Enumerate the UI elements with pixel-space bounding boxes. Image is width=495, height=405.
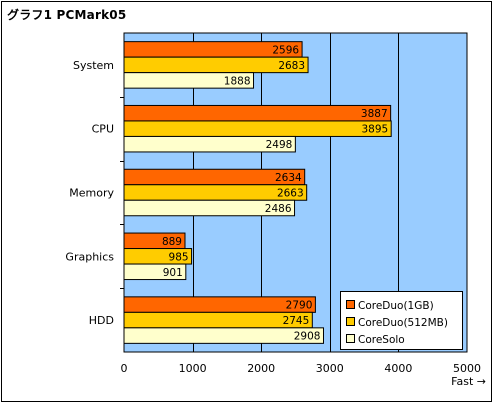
legend-label: CoreDuo(512MB) bbox=[358, 317, 448, 329]
data-label: 2790 bbox=[286, 300, 313, 312]
legend-label: CoreDuo(1GB) bbox=[358, 300, 434, 312]
bar-memory-2 bbox=[123, 199, 296, 217]
data-label: 2634 bbox=[275, 172, 302, 184]
data-label: 3895 bbox=[361, 124, 388, 136]
x-tick-label: 0 bbox=[121, 362, 128, 375]
x-tick-label: 1000 bbox=[179, 362, 207, 375]
category-label: HDD bbox=[89, 314, 114, 327]
data-label: 2908 bbox=[294, 331, 321, 343]
category-label: System bbox=[73, 59, 114, 72]
data-label: 2663 bbox=[277, 188, 304, 200]
data-label: 2498 bbox=[266, 139, 293, 151]
data-label: 2745 bbox=[283, 315, 310, 327]
legend-swatch bbox=[346, 317, 355, 326]
chart-title: グラフ1 PCMark05 bbox=[7, 8, 127, 22]
bar-cpu-1 bbox=[123, 120, 392, 137]
x-tick-label: 3000 bbox=[316, 362, 344, 375]
data-label: 2683 bbox=[278, 60, 305, 72]
data-label: 2486 bbox=[265, 203, 292, 215]
category-label: Graphics bbox=[65, 250, 114, 263]
bar-hdd-2 bbox=[123, 327, 324, 344]
x-tick-label: 4000 bbox=[384, 362, 412, 375]
data-label: 2596 bbox=[272, 44, 299, 56]
x-axis-label: Fast → bbox=[451, 375, 486, 388]
legend-box bbox=[340, 291, 463, 350]
legend-label: CoreSolo bbox=[358, 334, 405, 346]
x-tick-label: 2000 bbox=[247, 362, 275, 375]
bar-cpu-0 bbox=[123, 104, 392, 122]
legend-swatch bbox=[346, 300, 355, 309]
data-label: 985 bbox=[169, 251, 189, 263]
data-label: 901 bbox=[163, 267, 183, 279]
bar-cpu-2 bbox=[123, 135, 296, 153]
category-label: Memory bbox=[69, 187, 114, 200]
category-label: CPU bbox=[92, 123, 114, 136]
legend-swatch bbox=[346, 334, 355, 343]
x-tick-label: 5000 bbox=[453, 362, 481, 375]
data-label: 889 bbox=[162, 236, 182, 248]
bar-system-2 bbox=[123, 72, 255, 89]
data-label: 3887 bbox=[361, 108, 388, 120]
bar-graphics-2 bbox=[123, 263, 187, 281]
data-label: 1888 bbox=[224, 75, 251, 87]
